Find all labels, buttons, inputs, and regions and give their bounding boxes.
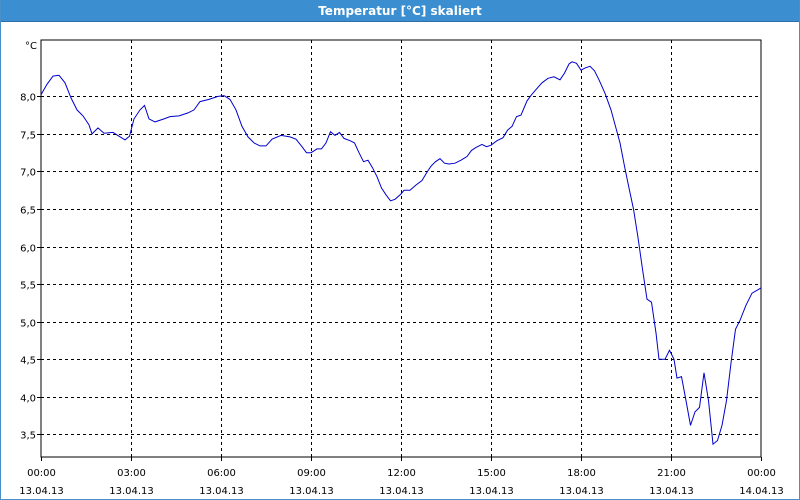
x-tick-time-label: 12:00 bbox=[387, 468, 416, 479]
y-tick-label: 5,5 bbox=[20, 281, 36, 292]
x-tick-time-label: 21:00 bbox=[657, 468, 686, 479]
x-tick-time-label: 15:00 bbox=[477, 468, 506, 479]
y-tick-label: 7,0 bbox=[20, 168, 36, 179]
y-tick-label: 6,5 bbox=[20, 206, 36, 217]
x-tick-time-label: 06:00 bbox=[207, 468, 236, 479]
x-tick-date-label: 13.04.13 bbox=[379, 486, 424, 497]
x-tick-time-label: 03:00 bbox=[117, 468, 146, 479]
x-tick-date-label: 13.04.13 bbox=[559, 486, 604, 497]
y-tick-label: 6,0 bbox=[20, 244, 36, 255]
temperature-series-line bbox=[40, 61, 762, 446]
plot-area bbox=[40, 39, 762, 458]
x-tick-date-label: 13.04.13 bbox=[109, 486, 154, 497]
y-tick-label: 4,0 bbox=[20, 394, 36, 405]
y-tick-label: 5,0 bbox=[20, 319, 36, 330]
x-tick-date-label: 13.04.13 bbox=[19, 486, 64, 497]
y-tick-label: 3,5 bbox=[20, 431, 36, 442]
x-tick-time-label: 00:00 bbox=[27, 468, 56, 479]
window-title: Temperatur [°C] skaliert bbox=[1, 0, 799, 22]
y-axis-unit-label: °C bbox=[25, 41, 37, 52]
x-tick-date-label: 13.04.13 bbox=[649, 486, 694, 497]
y-tick-label: 8,0 bbox=[20, 93, 36, 104]
x-tick-date-label: 13.04.13 bbox=[469, 486, 514, 497]
x-tick-time-label: 18:00 bbox=[567, 468, 596, 479]
x-tick-date-label: 13.04.13 bbox=[289, 486, 334, 497]
y-tick-label: 7,5 bbox=[20, 131, 36, 142]
y-tick-label: 4,5 bbox=[20, 356, 36, 367]
x-tick-time-label: 09:00 bbox=[297, 468, 326, 479]
x-tick-date-label: 14.04.13 bbox=[739, 486, 784, 497]
x-tick-time-label: 00:00 bbox=[747, 468, 776, 479]
x-tick-date-label: 13.04.13 bbox=[199, 486, 244, 497]
